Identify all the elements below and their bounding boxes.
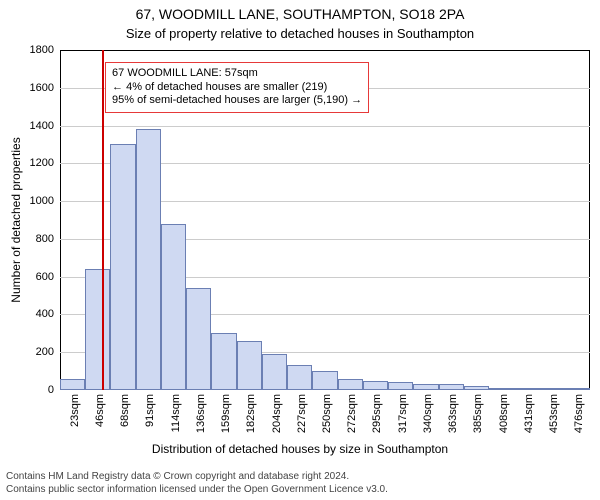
histogram-bar: [338, 379, 363, 390]
histogram-bar: [85, 269, 110, 390]
x-tick-label: 295sqm: [371, 394, 383, 433]
y-tick-label: 600: [36, 271, 60, 283]
x-tick-label: 68sqm: [119, 394, 131, 427]
x-tick-label: 114sqm: [170, 394, 182, 432]
y-tick-label: 0: [48, 384, 60, 396]
x-tick-label: 408sqm: [498, 394, 510, 433]
histogram-bar: [161, 224, 186, 390]
y-tick-label: 1400: [30, 120, 60, 132]
x-tick-label: 453sqm: [548, 394, 560, 433]
x-tick-label: 385sqm: [472, 394, 484, 433]
histogram-bar: [312, 371, 337, 390]
footer-line-1: Contains HM Land Registry data © Crown c…: [6, 471, 388, 484]
y-tick-label: 800: [36, 233, 60, 245]
histogram-bar: [262, 354, 287, 390]
x-tick-label: 159sqm: [220, 394, 232, 433]
histogram-bar: [237, 341, 262, 390]
histogram-bar: [489, 388, 514, 390]
x-tick-label: 272sqm: [346, 394, 358, 433]
x-axis-label: Distribution of detached houses by size …: [0, 442, 600, 456]
footer-credits: Contains HM Land Registry data © Crown c…: [6, 471, 388, 496]
histogram-bar: [110, 144, 135, 390]
x-tick-label: 363sqm: [447, 394, 459, 433]
x-tick-label: 250sqm: [321, 394, 333, 433]
histogram-bar: [186, 288, 211, 390]
y-tick-label: 1800: [30, 44, 60, 56]
y-tick-label: 1600: [30, 82, 60, 94]
y-tick-label: 1000: [30, 195, 60, 207]
gridline: [60, 126, 590, 127]
histogram-bar: [363, 381, 388, 390]
y-axis-label: Number of detached properties: [9, 137, 23, 302]
x-tick-label: 204sqm: [271, 394, 283, 433]
histogram-bar: [287, 365, 312, 390]
annotation-line-1: 67 WOODMILL LANE: 57sqm: [112, 67, 362, 81]
histogram-bar: [565, 388, 590, 390]
histogram-bar: [464, 386, 489, 390]
page-subtitle: Size of property relative to detached ho…: [0, 26, 600, 41]
y-tick-label: 200: [36, 346, 60, 358]
histogram-bar: [211, 333, 236, 390]
histogram-bar: [413, 384, 438, 390]
x-tick-label: 91sqm: [144, 394, 156, 427]
histogram-bar: [514, 388, 539, 390]
y-tick-label: 1200: [30, 157, 60, 169]
x-tick-label: 476sqm: [573, 394, 585, 433]
x-tick-label: 317sqm: [397, 394, 409, 433]
histogram-bar: [60, 379, 85, 390]
x-tick-label: 136sqm: [195, 394, 207, 433]
x-tick-label: 431sqm: [523, 394, 535, 433]
x-tick-label: 23sqm: [69, 394, 81, 427]
histogram-bar: [136, 129, 161, 390]
x-tick-label: 340sqm: [422, 394, 434, 433]
histogram-bar: [388, 382, 413, 390]
footer-line-2: Contains public sector information licen…: [6, 484, 388, 497]
histogram-bar: [540, 388, 565, 390]
page-title: 67, WOODMILL LANE, SOUTHAMPTON, SO18 2PA: [0, 6, 600, 22]
y-tick-label: 400: [36, 308, 60, 320]
annotation-line-3: 95% of semi-detached houses are larger (…: [112, 94, 362, 108]
histogram-bar: [439, 384, 464, 390]
x-tick-label: 182sqm: [245, 394, 257, 433]
x-tick-label: 227sqm: [296, 394, 308, 433]
annotation-line-2: ← 4% of detached houses are smaller (219…: [112, 81, 362, 95]
histogram-plot: 02004006008001000120014001600180023sqm46…: [60, 50, 590, 390]
annotation-box: 67 WOODMILL LANE: 57sqm ← 4% of detached…: [105, 62, 369, 113]
x-tick-label: 46sqm: [94, 394, 106, 427]
